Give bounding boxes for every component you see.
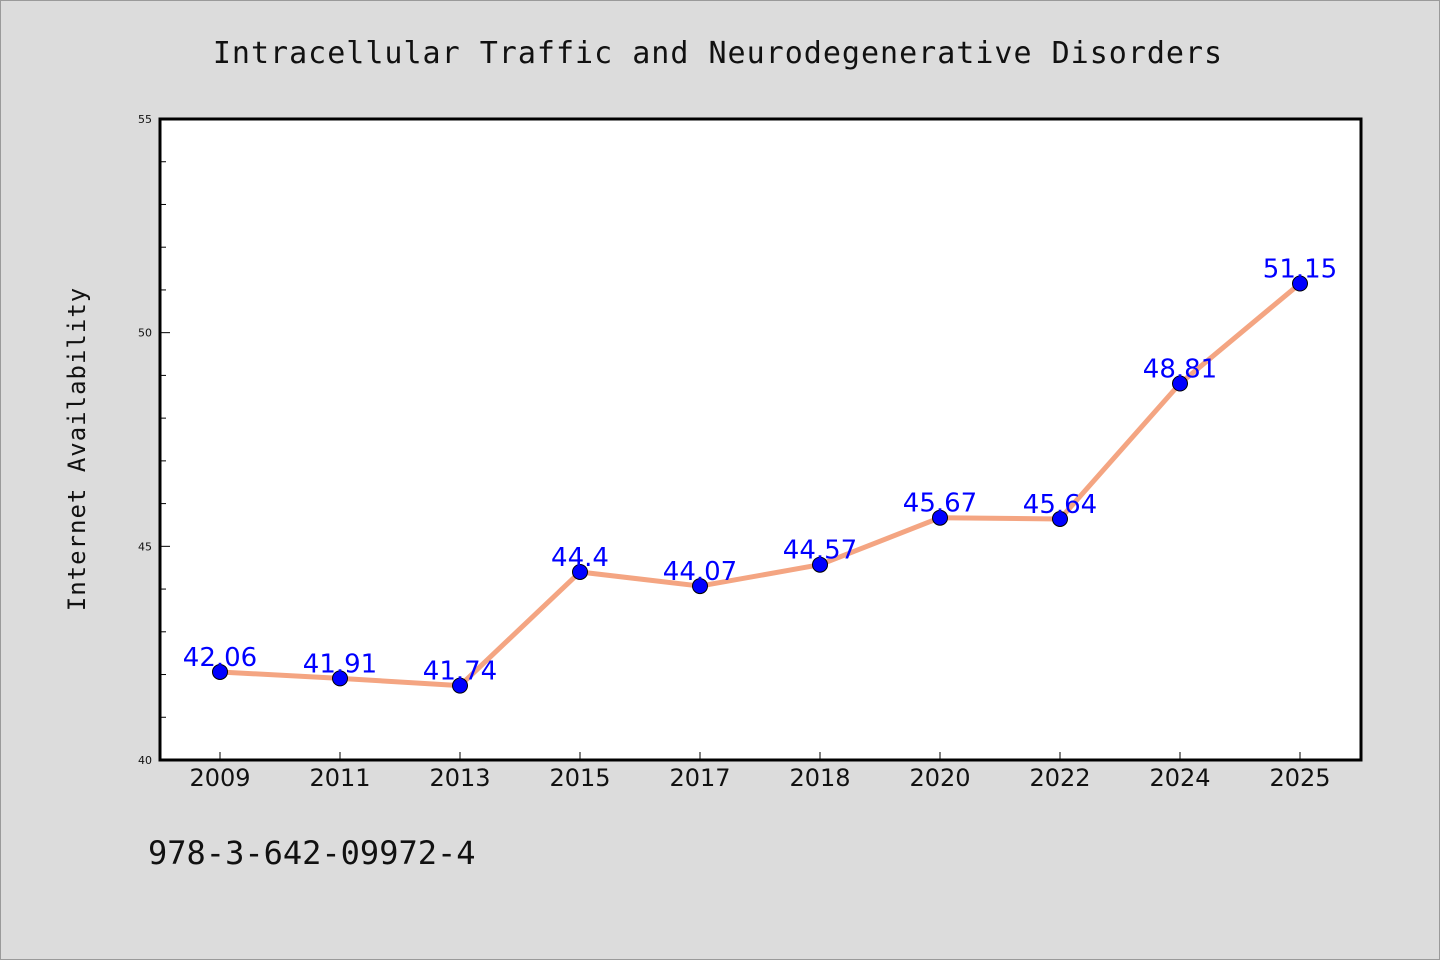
x-tick-label: 2011 [309, 764, 370, 792]
data-label: 48.81 [1143, 355, 1217, 385]
plot-area [160, 119, 1361, 760]
x-tick-label: 2020 [909, 764, 970, 792]
data-point-marker [692, 578, 708, 595]
data-point-marker [812, 556, 828, 573]
data-point-marker [572, 563, 588, 580]
data-point-marker [332, 670, 348, 687]
data-label: 45.64 [1023, 490, 1097, 520]
x-tick-label: 2017 [669, 764, 730, 792]
data-point-marker [212, 663, 228, 680]
data-label: 44.57 [783, 536, 857, 566]
x-tick-label: 2009 [189, 764, 250, 792]
x-tick-label: 2018 [789, 764, 850, 792]
x-tick-label: 2013 [429, 764, 490, 792]
x-axis: 2009 2011 2013 2015 2017 2018 2020 2022 2024 2025 [189, 752, 1331, 792]
data-label: 44.07 [663, 557, 737, 587]
y-tick-label: 45 [138, 540, 152, 553]
data-label: 41.91 [303, 649, 377, 679]
data-point-marker [452, 677, 468, 694]
chart-title: Intracellular Traffic and Neurodegenerat… [213, 36, 1223, 71]
data-label: 51.15 [1263, 255, 1337, 285]
isbn-footnote: 978-3-642-09972-4 [148, 834, 476, 872]
y-tick-label: 50 [138, 327, 152, 340]
plot-border [158, 117, 1363, 762]
data-point-marker [1172, 375, 1188, 392]
x-tick-label: 2015 [549, 764, 610, 792]
data-point-marker [1292, 275, 1308, 292]
data-label: 44.4 [551, 543, 609, 573]
x-tick-label: 2022 [1029, 764, 1090, 792]
data-label: 41.74 [423, 657, 497, 687]
data-labels: 42.06 41.91 41.74 44.4 44.07 44.57 45.67 45.64 4… [183, 255, 1337, 687]
y-tick-label: 55 [138, 113, 152, 126]
data-markers [212, 275, 1308, 694]
y-axis-label: Internet Availability [63, 287, 91, 611]
x-tick-label: 2024 [1149, 764, 1210, 792]
series-line [217, 281, 1303, 689]
data-label: 42.06 [183, 643, 257, 673]
data-point-marker [932, 509, 948, 526]
data-point-marker [1052, 510, 1068, 527]
x-tick-label: 2025 [1269, 764, 1330, 792]
y-tick-label: 40 [138, 754, 152, 767]
data-label: 45.67 [903, 489, 977, 519]
